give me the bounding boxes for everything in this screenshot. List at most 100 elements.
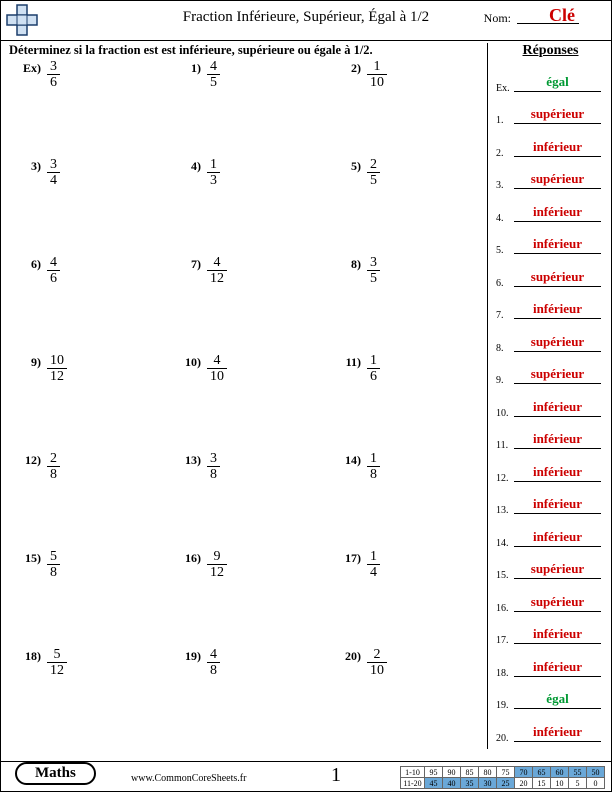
answer-label: 2. [496, 148, 504, 159]
answers-list: Ex.égal1.supérieur2.inférieur3.supérieur… [496, 67, 605, 750]
answer-row: 10.inférieur [496, 392, 605, 425]
fraction-numerator: 3 [47, 157, 60, 172]
answer-line: supérieur [514, 170, 601, 189]
problem-label: 17) [337, 549, 361, 566]
score-cell: 40 [443, 778, 461, 789]
score-cell: 15 [533, 778, 551, 789]
answer-line: inférieur [514, 235, 601, 254]
fraction: 412 [207, 255, 227, 287]
answer-row: 4.inférieur [496, 197, 605, 230]
fraction: 512 [47, 647, 67, 679]
fraction-numerator: 1 [207, 157, 220, 172]
score-cell: 65 [533, 767, 551, 778]
problem-label: 8) [337, 255, 361, 272]
fraction-denominator: 10 [367, 663, 387, 678]
score-cell: 60 [551, 767, 569, 778]
fraction: 38 [207, 451, 220, 483]
problem-label: 18) [17, 647, 41, 664]
answer-line: inférieur [514, 495, 601, 514]
score-cell: 45 [425, 778, 443, 789]
score-cell: 30 [479, 778, 497, 789]
answer-row: 9.supérieur [496, 360, 605, 393]
answer-line: inférieur [514, 723, 601, 742]
answer-line: égal [514, 73, 601, 92]
answer-row: 20.inférieur [496, 717, 605, 750]
fraction-denominator: 5 [367, 271, 380, 286]
fraction: 45 [207, 59, 220, 91]
score-grid: 1-109590858075706560555011-2045403530252… [400, 766, 605, 789]
fraction-denominator: 12 [207, 271, 227, 286]
problem-cell: 13) 38 [177, 451, 327, 483]
score-row-label: 11-20 [401, 778, 425, 789]
answer-value: inférieur [533, 496, 582, 511]
answer-value: inférieur [533, 464, 582, 479]
answer-line: supérieur [514, 105, 601, 124]
answer-value: supérieur [531, 106, 584, 121]
answer-label: 19. [496, 700, 509, 711]
answer-row: 18.inférieur [496, 652, 605, 685]
score-cell: 90 [443, 767, 461, 778]
fraction-denominator: 12 [207, 565, 227, 580]
answer-row: 15.supérieur [496, 555, 605, 588]
problem-cell: 20)210 [337, 647, 487, 679]
problem-cell: Ex)36 [17, 59, 167, 91]
fraction-denominator: 5 [207, 75, 220, 90]
problem-label: 4) [177, 157, 201, 174]
problem-label: 2) [337, 59, 361, 76]
fraction: 110 [367, 59, 387, 91]
answer-value: supérieur [531, 594, 584, 609]
fraction-denominator: 6 [367, 369, 380, 384]
answer-row: 5.inférieur [496, 230, 605, 263]
answer-row: 1.supérieur [496, 100, 605, 133]
fraction-numerator: 4 [207, 59, 220, 74]
answer-value: supérieur [531, 171, 584, 186]
fraction-denominator: 8 [367, 467, 380, 482]
score-cell: 35 [461, 778, 479, 789]
answer-line: inférieur [514, 658, 601, 677]
answer-row: 7.inférieur [496, 295, 605, 328]
fraction-denominator: 8 [47, 467, 60, 482]
answer-row: 6.supérieur [496, 262, 605, 295]
fraction-denominator: 12 [47, 369, 67, 384]
problem-label: 12) [17, 451, 41, 468]
score-cell: 95 [425, 767, 443, 778]
answer-label: 6. [496, 278, 504, 289]
problem-cell: 16)912 [177, 549, 327, 581]
fraction: 48 [207, 647, 220, 679]
fraction-denominator: 8 [47, 565, 60, 580]
answer-line: inférieur [514, 398, 601, 417]
fraction-denominator: 4 [367, 565, 380, 580]
answer-line: inférieur [514, 203, 601, 222]
answer-row: 13.inférieur [496, 490, 605, 523]
fraction-denominator: 6 [47, 75, 60, 90]
problem-label: 13) [177, 451, 201, 468]
fraction-numerator: 3 [207, 451, 220, 466]
problem-cell: 14)18 [337, 451, 487, 483]
problem-label: 11) [337, 353, 361, 370]
fraction-denominator: 8 [207, 467, 220, 482]
fraction-denominator: 8 [207, 663, 220, 678]
answer-line: égal [514, 690, 601, 709]
answer-line: supérieur [514, 365, 601, 384]
problem-label: 7) [177, 255, 201, 272]
answer-value: inférieur [533, 659, 582, 674]
fraction-numerator: 2 [367, 157, 380, 172]
answer-label: 12. [496, 473, 509, 484]
score-cell: 50 [587, 767, 605, 778]
score-cell: 10 [551, 778, 569, 789]
answer-line: supérieur [514, 593, 601, 612]
score-cell: 0 [587, 778, 605, 789]
fraction: 13 [207, 157, 220, 189]
problem-cell: 15)58 [17, 549, 167, 581]
score-cell: 20 [515, 778, 533, 789]
answer-label: 3. [496, 180, 504, 191]
score-cell: 80 [479, 767, 497, 778]
problem-cell: 2) 110 [337, 59, 487, 91]
score-cell: 5 [569, 778, 587, 789]
answer-row: 19. égal [496, 685, 605, 718]
answer-value: égal [546, 691, 568, 706]
problem-label: 14) [337, 451, 361, 468]
fraction-numerator: 1 [367, 549, 380, 564]
footer: Maths www.CommonCoreSheets.fr 1 1-109590… [1, 761, 611, 791]
problem-label: 19) [177, 647, 201, 664]
